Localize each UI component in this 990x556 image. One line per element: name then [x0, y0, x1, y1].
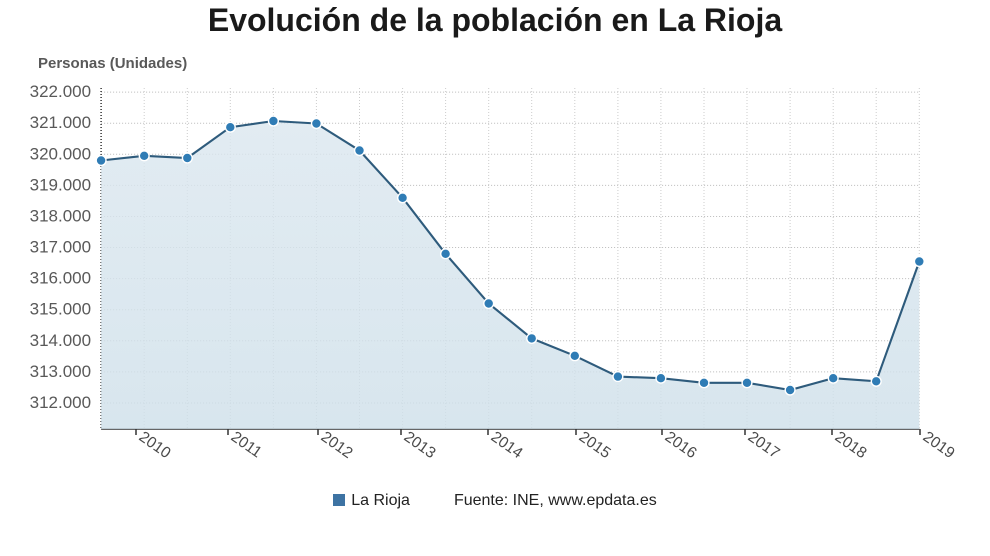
- svg-text:2015: 2015: [576, 428, 614, 462]
- svg-text:312.000: 312.000: [30, 393, 91, 412]
- svg-text:2014: 2014: [488, 428, 526, 462]
- svg-text:2017: 2017: [745, 428, 783, 462]
- svg-text:319.000: 319.000: [30, 175, 91, 194]
- svg-text:2010: 2010: [136, 428, 174, 462]
- svg-text:315.000: 315.000: [30, 300, 91, 319]
- svg-text:321.000: 321.000: [30, 113, 91, 132]
- svg-text:317.000: 317.000: [30, 238, 91, 257]
- svg-text:316.000: 316.000: [30, 269, 91, 288]
- svg-text:322.000: 322.000: [30, 82, 91, 101]
- svg-text:318.000: 318.000: [30, 207, 91, 226]
- svg-text:2012: 2012: [318, 428, 356, 462]
- svg-text:313.000: 313.000: [30, 362, 91, 381]
- svg-text:2011: 2011: [228, 428, 265, 461]
- svg-text:2018: 2018: [832, 428, 870, 462]
- svg-text:2019: 2019: [920, 428, 958, 462]
- svg-text:314.000: 314.000: [30, 331, 91, 350]
- svg-text:2013: 2013: [401, 428, 439, 462]
- svg-text:320.000: 320.000: [30, 144, 91, 163]
- svg-text:2016: 2016: [662, 428, 700, 462]
